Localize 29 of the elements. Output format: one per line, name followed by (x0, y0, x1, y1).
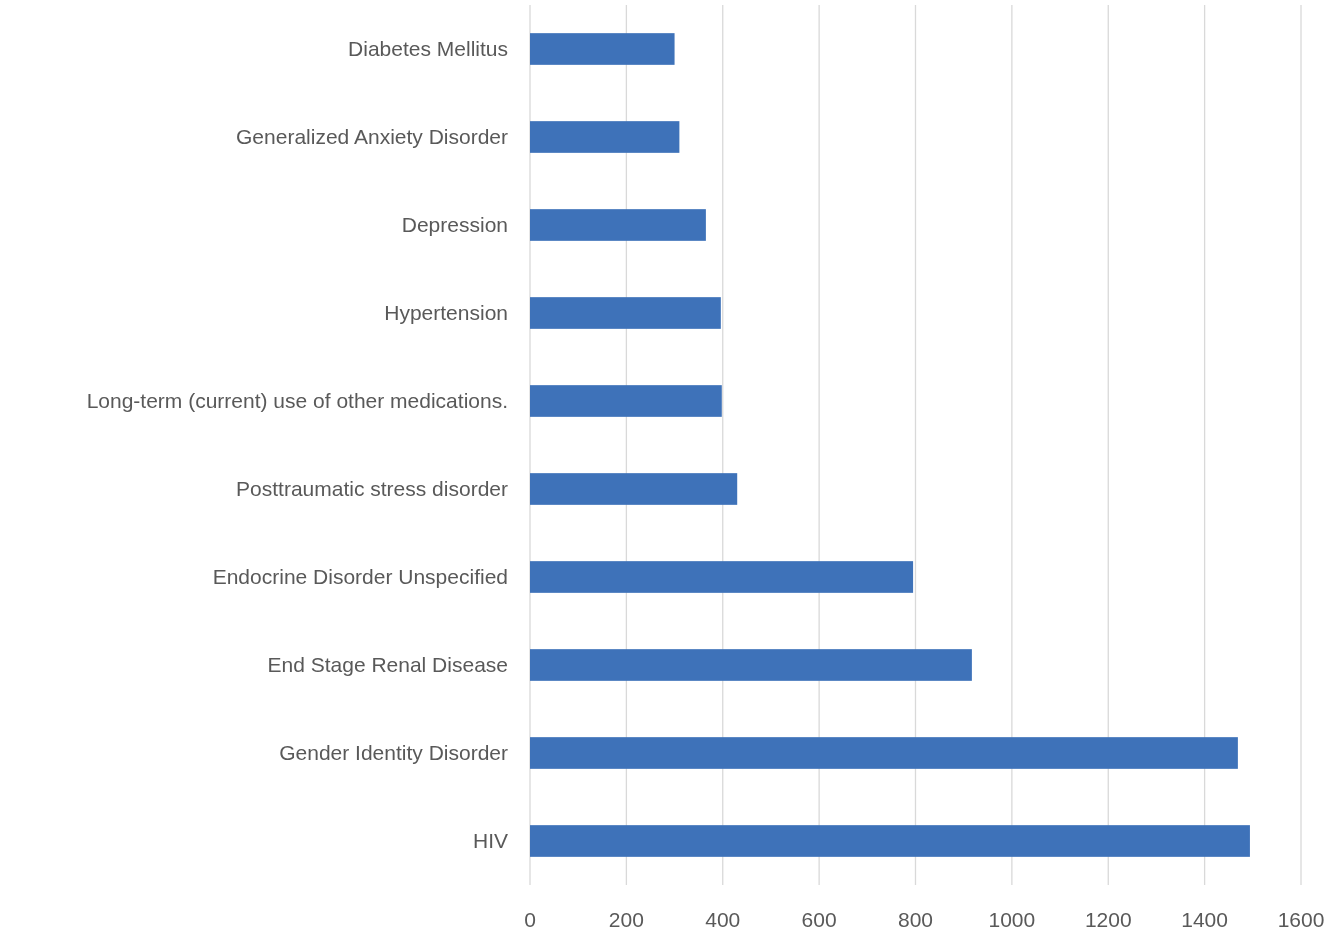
x-tick-label: 200 (608, 908, 644, 931)
y-tick-label: End Stage Renal Disease (267, 653, 508, 677)
bar (530, 473, 738, 505)
y-tick-label: Depression (401, 213, 508, 237)
bar (530, 649, 972, 681)
x-tick-label: 800 (897, 908, 934, 931)
x-tick-label: 0 (524, 908, 536, 931)
x-tick-label: 1600 (1277, 908, 1325, 931)
x-tick-label: 1000 (988, 908, 1036, 931)
x-tick-label: 600 (801, 908, 837, 931)
bar (530, 825, 1250, 857)
y-tick-label: Gender Identity Disorder (279, 741, 508, 765)
x-tick-label: 1200 (1084, 908, 1132, 931)
bar (530, 209, 706, 241)
x-tick-label: 400 (705, 908, 741, 931)
bar (530, 121, 680, 153)
bar (530, 297, 721, 329)
bar (530, 561, 914, 593)
y-tick-label: Posttraumatic stress disorder (236, 477, 508, 501)
bar (530, 33, 675, 65)
bar (530, 737, 1238, 769)
y-tick-label: HIV (472, 829, 508, 853)
bar (530, 385, 722, 417)
y-tick-label: Generalized Anxiety Disorder (236, 125, 508, 149)
y-tick-label: Endocrine Disorder Unspecified (212, 565, 508, 589)
y-tick-label: Long-term (current) use of other medications. (86, 389, 508, 413)
x-tick-label: 1400 (1181, 908, 1228, 931)
y-tick-label: Diabetes Mellitus (348, 37, 508, 61)
y-tick-label: Hypertension (384, 301, 508, 325)
